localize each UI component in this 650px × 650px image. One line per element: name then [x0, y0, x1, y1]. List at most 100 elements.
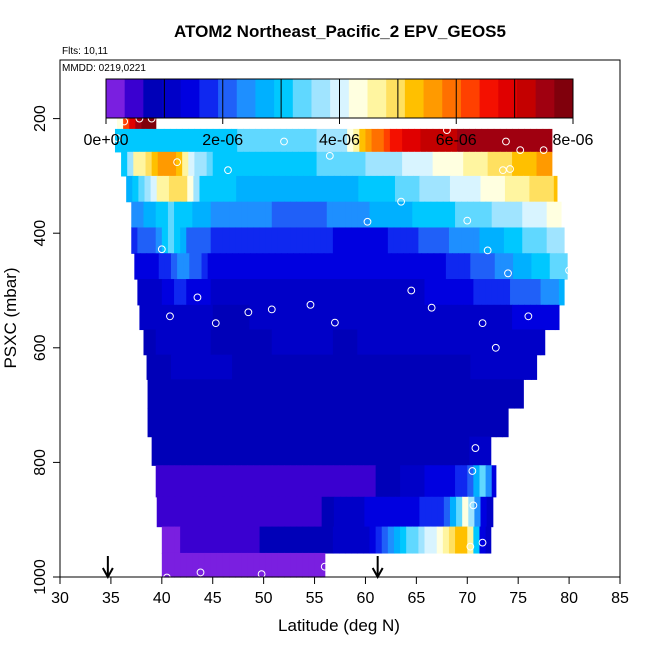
heatmap-cell: [271, 201, 279, 229]
heatmap-cell: [482, 354, 490, 380]
heatmap-cell: [150, 175, 158, 203]
measurement-point: [280, 137, 288, 146]
heatmap-cell: [371, 304, 379, 331]
heatmap-cell: [534, 329, 542, 356]
heatmap-cell: [222, 552, 230, 578]
heatmap-cell: [238, 354, 245, 380]
heatmap-cell: [418, 201, 426, 229]
heatmap-cell: [242, 496, 249, 528]
heatmap-cell: [369, 201, 377, 229]
heatmap-cell: [510, 201, 517, 229]
heatmap-cell: [198, 552, 206, 578]
heatmap-cell: [326, 201, 334, 229]
heatmap-cell: [336, 379, 344, 409]
heatmap-cell: [263, 379, 271, 409]
heatmap-cell: [438, 304, 446, 331]
heatmap-cell: [416, 379, 424, 409]
heatmap-cell: [244, 253, 251, 280]
heatmap-cell: [375, 279, 383, 306]
heatmap-cell: [169, 151, 177, 177]
heatmap-cell: [431, 175, 439, 203]
heatmap-cell: [377, 436, 385, 466]
heatmap-cell: [530, 304, 538, 331]
heatmap-cell: [343, 407, 350, 438]
heatmap-cell: [487, 128, 495, 153]
heatmap-cell: [277, 526, 285, 554]
heatmap-cell: [253, 465, 261, 498]
heatmap-cell: [297, 175, 304, 203]
heatmap-cell: [174, 201, 181, 229]
x-tick-label: 70: [458, 590, 476, 607]
heatmap-cell: [424, 329, 432, 356]
heatmap-cell: [357, 526, 365, 554]
heatmap-cell: [419, 496, 427, 528]
heatmap-cell: [261, 436, 269, 466]
heatmap-cell: [442, 329, 450, 356]
heatmap-cell: [548, 128, 553, 153]
heatmap-cell: [503, 201, 511, 229]
heatmap-cell: [224, 128, 232, 153]
y-tick-label: 800: [32, 449, 49, 476]
heatmap-cell: [278, 175, 286, 203]
measurement-point: [478, 319, 487, 328]
colorbar-segment: [274, 79, 294, 118]
heatmap-cell: [433, 354, 441, 380]
heatmap-cell: [172, 407, 179, 438]
heatmap-cell: [310, 304, 318, 331]
heatmap-cell: [461, 279, 468, 306]
heatmap-cell: [174, 465, 181, 498]
heatmap-cell: [467, 227, 474, 254]
heatmap-cell: [199, 175, 207, 203]
heatmap-cell: [393, 526, 401, 554]
heatmap-cell: [542, 151, 550, 177]
heatmap-cell: [448, 329, 456, 356]
heatmap-cell: [345, 329, 352, 356]
heatmap-cell: [542, 304, 550, 331]
heatmap-cell: [536, 304, 544, 331]
heatmap-cell: [184, 379, 191, 409]
heatmap-cell: [529, 175, 537, 203]
heatmap-cell: [159, 379, 167, 409]
heatmap-cell: [363, 465, 371, 498]
measurement-point: [499, 166, 507, 175]
heatmap-cell: [522, 329, 529, 356]
heatmap-cell: [377, 151, 385, 177]
heatmap-cell: [442, 279, 450, 306]
heatmap-cell: [200, 436, 208, 466]
heatmap-cell: [500, 253, 508, 280]
heatmap-cell: [210, 329, 218, 356]
heatmap-cell: [273, 304, 281, 331]
heatmap-cell: [204, 279, 212, 306]
heatmap-cell: [233, 379, 240, 409]
heatmap-cell: [241, 552, 248, 578]
heatmap-cell: [214, 379, 222, 409]
heatmap-cell: [495, 379, 503, 409]
heatmap-cell: [292, 304, 299, 331]
heatmap-cell: [186, 201, 193, 229]
heatmap-cell: [180, 279, 187, 306]
heatmap-cell: [188, 151, 195, 177]
colorbar-segment: [516, 79, 537, 118]
heatmap-cell: [287, 354, 294, 380]
heatmap-cell: [211, 496, 219, 528]
heatmap-cell: [310, 436, 318, 466]
heatmap-cell: [462, 496, 469, 528]
heatmap-cell: [537, 253, 545, 280]
heatmap-cell: [310, 151, 318, 177]
measurement-point: [463, 216, 472, 225]
heatmap-cell: [469, 151, 477, 177]
heatmap-cell: [473, 465, 481, 498]
heatmap-cell: [404, 379, 411, 409]
heatmap-cell: [485, 465, 493, 498]
heatmap-cell: [501, 379, 509, 409]
heatmap-cell: [348, 354, 355, 380]
heatmap-cell: [354, 354, 361, 380]
heatmap-cell: [512, 304, 519, 331]
heatmap-cell: [479, 227, 487, 254]
heatmap-cell: [394, 175, 402, 203]
flight-marker-arrowhead: [101, 567, 114, 580]
heatmap-cell: [430, 201, 438, 229]
heatmap-cell: [308, 552, 316, 578]
heatmap-cell: [485, 201, 493, 229]
heatmap-cell: [523, 175, 530, 203]
